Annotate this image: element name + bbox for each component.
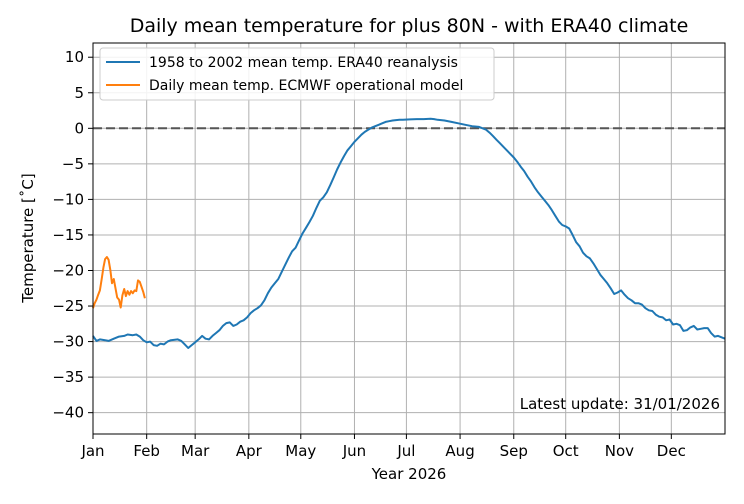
y-tick-label-minus15: −15 (52, 226, 84, 244)
x-tick-label-jan: Jan (80, 442, 104, 460)
series-line-era40 (92, 117, 726, 349)
legend-label-ecmwf: Daily mean temp. ECMWF operational model (149, 78, 463, 94)
y-tick-label-minus25: −25 (52, 297, 84, 315)
x-tick-label-oct: Oct (553, 442, 579, 460)
y-tick-label-minus5: −5 (62, 155, 84, 173)
x-tick-label-apr: Apr (236, 442, 263, 460)
legend: 1958 to 2002 mean temp. ERA40 reanalysis… (99, 47, 495, 101)
legend-box (99, 47, 495, 101)
x-tick-label-dec: Dec (657, 442, 686, 460)
x-tick-label-nov: Nov (605, 442, 634, 460)
chart-title: Daily mean temperature for plus 80N - wi… (130, 15, 689, 37)
legend-label-era40: 1958 to 2002 mean temp. ERA40 reanalysis (149, 55, 458, 71)
y-tick-label-minus40: −40 (52, 404, 84, 422)
x-tick-label-aug: Aug (445, 442, 474, 460)
y-axis-label: Temperature [˚C] (19, 173, 37, 303)
series-group (92, 117, 726, 349)
x-tick-label-jul: Jul (396, 442, 415, 460)
x-tick-label-jun: Jun (342, 442, 366, 460)
y-tick-label-minus10: −10 (52, 190, 84, 208)
plot-frame (92, 42, 726, 435)
y-tick-label-minus20: −20 (52, 261, 84, 279)
x-axis-label: Year 2026 (371, 465, 447, 483)
x-axis-ticks: Jan Feb Mar Apr May Jun Jul Aug Sep Oct Nov Dec (80, 434, 686, 460)
y-tick-label-minus30: −30 (52, 333, 84, 351)
y-tick-label-0: 0 (74, 119, 84, 137)
x-tick-label-mar: Mar (181, 442, 210, 460)
y-tick-label-minus35: −35 (52, 368, 84, 386)
x-tick-label-sep: Sep (500, 442, 528, 460)
x-tick-label-feb: Feb (133, 442, 160, 460)
y-tick-label-10: 10 (65, 48, 84, 66)
y-tick-label-5: 5 (74, 84, 84, 102)
y-axis-ticks: 10 5 0 −5 −10 −15 −20 −25 −30 −35 −40 (52, 48, 93, 422)
series-line-ecmwf (92, 256, 146, 309)
x-tick-label-may: May (285, 442, 316, 460)
latest-update-annotation: Latest update: 31/01/2026 (520, 395, 720, 413)
